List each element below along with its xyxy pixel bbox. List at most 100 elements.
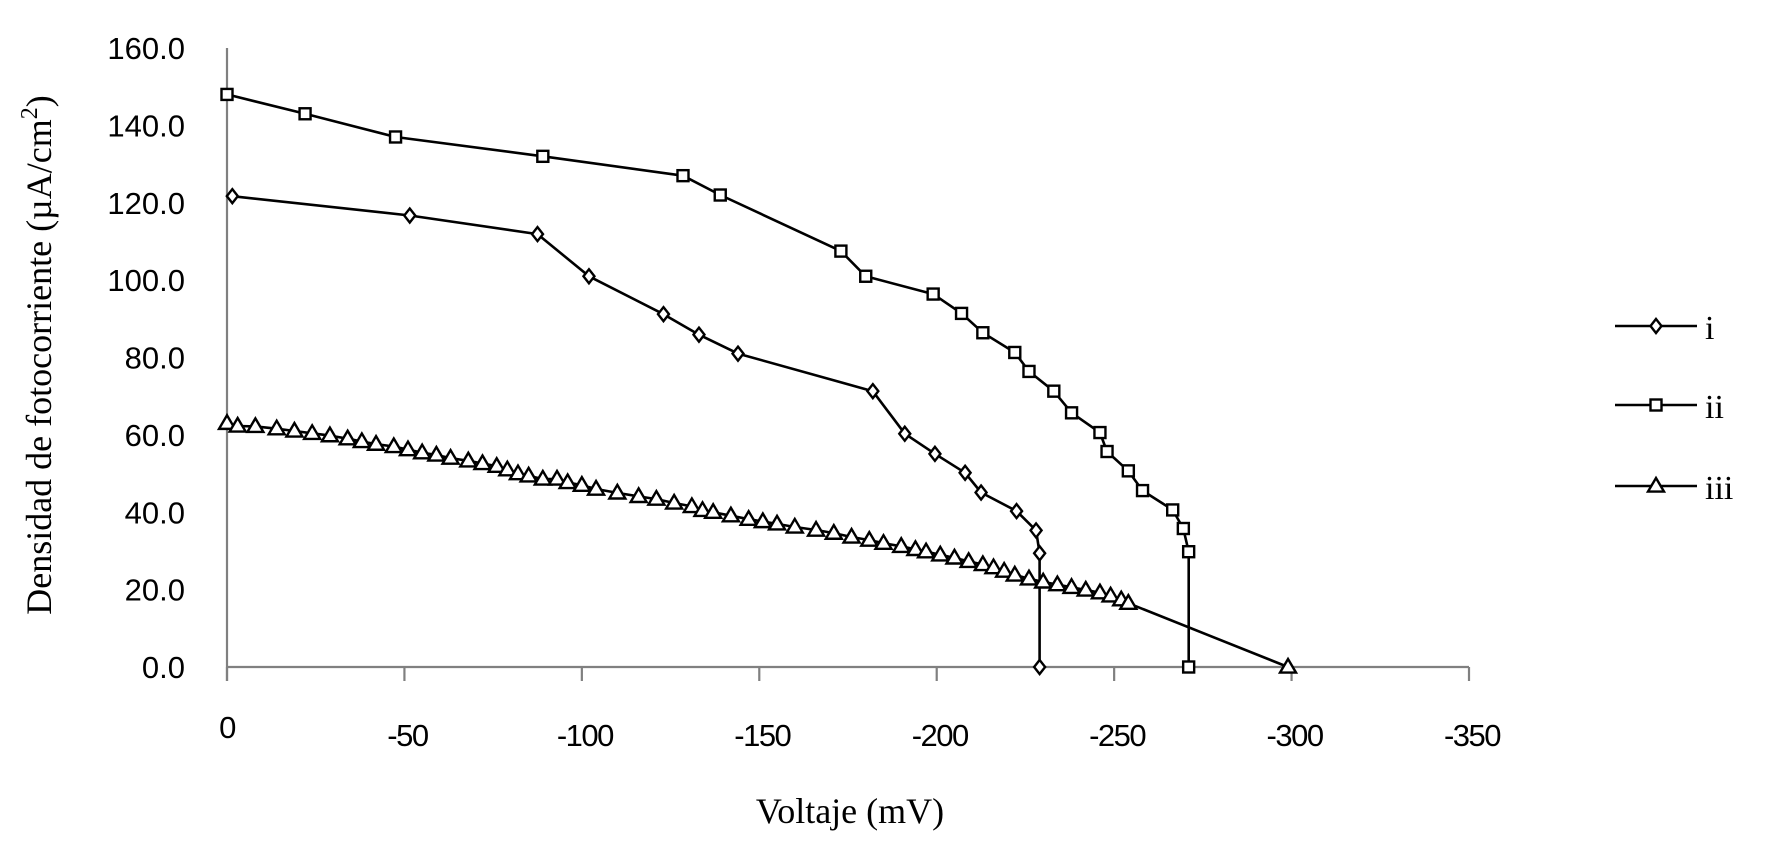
x-tick-label: -100 <box>557 718 614 753</box>
data-point-iii <box>720 505 741 523</box>
data-point-iii <box>1061 576 1082 595</box>
data-point-iii <box>266 418 287 436</box>
x-tick-label: -300 <box>1267 718 1324 753</box>
y-tick-label: 40.0 <box>125 495 185 530</box>
series-ii <box>220 87 1196 674</box>
data-point-ii <box>1181 545 1196 559</box>
data-point-iii <box>983 557 1004 575</box>
data-point-iii <box>994 560 1015 578</box>
x-tick-label: -250 <box>1089 718 1146 753</box>
data-point-iii <box>823 522 844 540</box>
data-point-ii <box>1165 503 1180 517</box>
y-axis-title-close: ) <box>19 95 59 107</box>
data-point-ii <box>1022 364 1036 379</box>
data-point-iii <box>766 513 788 531</box>
data-point-i <box>897 424 912 443</box>
data-point-i <box>1029 521 1044 540</box>
series-line-iii <box>226 422 1289 669</box>
y-axis-ticks: 0.0 20.0 40.0 60.0 80.0 100.0 120.0 140.0 160.0 <box>107 31 185 685</box>
y-tick-label: 140.0 <box>107 108 185 143</box>
x-tick-label: -350 <box>1444 718 1501 753</box>
data-point-ii <box>1047 384 1061 398</box>
data-point-iii <box>532 468 553 486</box>
data-point-i <box>1009 502 1024 521</box>
data-point-iii <box>1100 585 1121 603</box>
data-point-iii <box>1004 564 1025 582</box>
data-point-ii <box>1064 406 1079 420</box>
data-point-i <box>1032 544 1047 563</box>
data-point-ii <box>1008 345 1022 360</box>
data-point-i <box>730 344 746 363</box>
data-point-i <box>927 444 942 463</box>
data-point-iii <box>486 455 507 474</box>
data-point-iii <box>397 439 419 457</box>
data-point-iii <box>1277 656 1299 674</box>
data-point-i <box>691 325 706 344</box>
data-point-i <box>958 463 973 482</box>
data-point-iii <box>930 544 951 562</box>
legend-label-i: i <box>1705 310 1714 347</box>
data-point-iii <box>805 519 827 537</box>
data-point-ii <box>388 130 403 144</box>
data-point-iii <box>216 412 238 431</box>
data-point-iii <box>585 478 607 496</box>
data-point-iii <box>1118 592 1139 610</box>
series-iii <box>216 412 1299 674</box>
data-point-iii <box>1047 574 1068 592</box>
data-point-ii <box>1121 464 1136 478</box>
data-point-iii <box>607 482 628 500</box>
data-point-iii <box>497 459 518 477</box>
data-point-iii <box>646 488 667 506</box>
y-axis-title-superscript: 2 <box>17 107 43 119</box>
data-point-ii <box>1093 425 1107 440</box>
x-tick-label: -150 <box>734 718 791 753</box>
data-point-iii <box>859 529 880 547</box>
data-point-iii <box>440 447 461 465</box>
x-tick-label: 0 <box>219 710 236 745</box>
y-tick-label: 20.0 <box>125 573 185 608</box>
data-point-i <box>1032 658 1047 676</box>
data-point-ii <box>1181 660 1196 674</box>
data-point-i <box>581 267 596 286</box>
data-point-iii <box>557 472 578 490</box>
data-point-i <box>530 225 545 244</box>
triangle-marker-icon <box>1645 475 1667 493</box>
data-point-iii <box>664 492 685 510</box>
legend-label-ii: ii <box>1705 389 1724 426</box>
x-axis-ticks: 0 -50 -100 -150 -200 -250 -300 -350 <box>219 667 1503 753</box>
x-axis-title: Voltaje (mV) <box>756 791 944 831</box>
data-point-iii <box>383 436 404 454</box>
data-point-i <box>225 187 240 206</box>
data-point-iii <box>546 468 568 486</box>
data-point-i <box>865 382 880 401</box>
data-point-iii <box>944 547 965 565</box>
data-point-ii <box>954 306 969 321</box>
diamond-marker-icon <box>1648 317 1664 335</box>
data-point-iii <box>1033 571 1054 589</box>
data-point-iii <box>302 422 323 441</box>
data-point-iii <box>972 554 993 572</box>
x-tick-label: -50 <box>387 718 429 753</box>
data-point-iii <box>905 539 926 557</box>
data-point-iii <box>891 535 912 554</box>
y-axis-title: Densidad de fotocorriente (µA/cm2) <box>17 95 59 615</box>
x-tick-label: -200 <box>912 718 969 753</box>
square-marker-icon <box>1649 398 1663 412</box>
y-tick-label: 80.0 <box>125 341 185 376</box>
data-point-iii <box>915 541 937 559</box>
axes <box>225 48 1469 681</box>
data-point-iii <box>319 425 341 443</box>
data-point-iii <box>1018 568 1040 586</box>
y-tick-label: 120.0 <box>107 186 185 221</box>
data-point-iii <box>681 496 702 514</box>
data-point-iii <box>518 465 539 483</box>
data-point-ii <box>1135 483 1150 498</box>
data-point-ii <box>926 287 940 301</box>
y-tick-label: 0.0 <box>142 650 185 685</box>
series-layer <box>216 87 1299 676</box>
legend-label-iii: iii <box>1705 470 1733 507</box>
data-point-ii <box>859 269 873 283</box>
data-point-iii <box>412 442 433 460</box>
